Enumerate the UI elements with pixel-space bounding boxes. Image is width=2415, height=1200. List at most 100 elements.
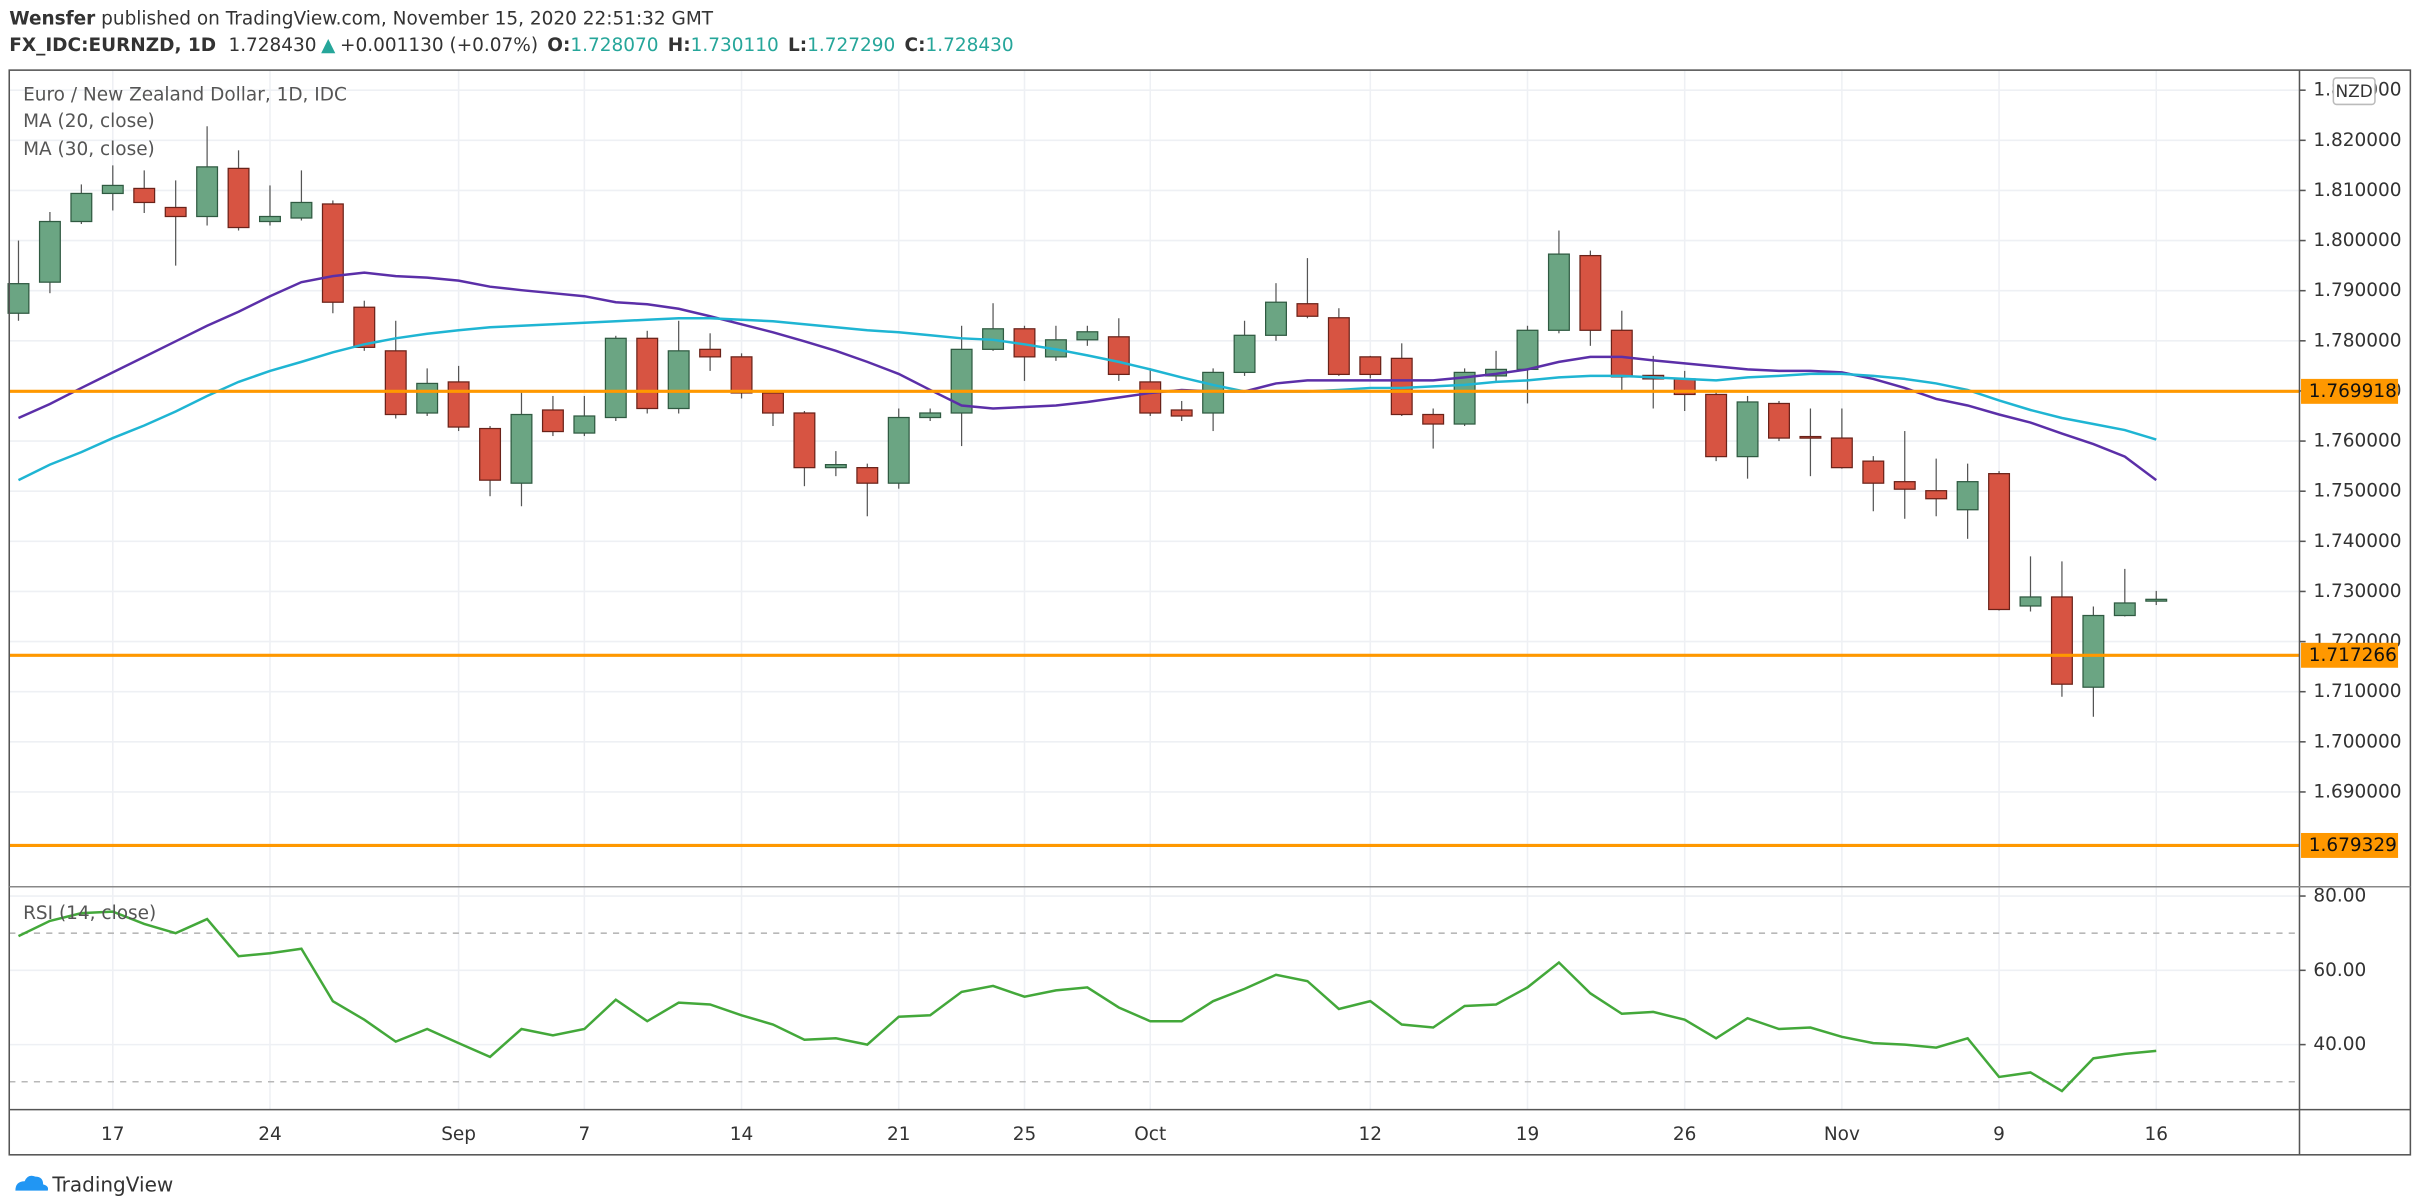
currency: NZD bbox=[2336, 82, 2373, 102]
plot: 1.6900001.7000001.7100001.7200001.730000… bbox=[7, 70, 2401, 1110]
candle-body bbox=[510, 413, 533, 484]
change: +0.001130 (+0.07%) bbox=[340, 35, 538, 56]
candle-body bbox=[2145, 598, 2168, 602]
level-tag bbox=[2301, 378, 2399, 404]
candle-body bbox=[1170, 409, 1193, 417]
candle-body bbox=[1516, 329, 1539, 371]
candle-body bbox=[1862, 460, 1885, 484]
x-tick-label: 7 bbox=[578, 1124, 590, 1145]
legend-entry: RSI (14, close) bbox=[23, 903, 156, 924]
candle-body bbox=[1107, 336, 1130, 376]
moving-average-line bbox=[17, 317, 2157, 482]
ohlc-key: O: bbox=[547, 35, 570, 56]
candle-body bbox=[541, 409, 564, 433]
candle-body bbox=[730, 356, 753, 394]
direction: ▲ bbox=[321, 35, 336, 56]
y-tick-label: 1.780000 bbox=[2313, 330, 2401, 351]
candle-body bbox=[1296, 303, 1319, 317]
candle-body bbox=[164, 206, 187, 218]
candle-body bbox=[1956, 481, 1979, 511]
level-label: 1.679329 bbox=[2309, 835, 2397, 856]
level-label: 1.769918 bbox=[2309, 381, 2397, 402]
candle-body bbox=[699, 348, 722, 358]
moving-average-line bbox=[17, 271, 2157, 482]
candle-body bbox=[1610, 329, 1633, 378]
rsi-tick-label: 40.00 bbox=[2313, 1034, 2366, 1055]
legend-entry: MA (30, close) bbox=[23, 139, 155, 160]
currency-tag bbox=[2332, 77, 2376, 106]
ohlc-key: C: bbox=[905, 35, 926, 56]
candle-body bbox=[416, 382, 439, 414]
x-tick-label: 26 bbox=[1673, 1124, 1697, 1145]
y-tick-label: 1.810000 bbox=[2313, 180, 2401, 201]
symbol: FX_IDC:EURNZD, 1D bbox=[9, 35, 216, 56]
y-tick-label: 1.800000 bbox=[2313, 230, 2401, 251]
y-tick-label: 1.740000 bbox=[2313, 531, 2401, 552]
candle-body bbox=[447, 381, 470, 428]
candle-body bbox=[604, 337, 627, 419]
y-tick-label: 1.750000 bbox=[2313, 481, 2401, 502]
candle-body bbox=[2050, 596, 2073, 685]
x-tick-label: Oct bbox=[1134, 1124, 1166, 1145]
ohlc-value: 1.730110 bbox=[691, 35, 779, 56]
x-tick-label: 12 bbox=[1359, 1124, 1383, 1145]
level-tag bbox=[2301, 832, 2399, 858]
candle-body bbox=[1076, 331, 1099, 341]
x-tick-label: Sep bbox=[441, 1124, 476, 1145]
symbol-legend: Euro / New Zealand Dollar, 1D, IDC bbox=[23, 85, 347, 106]
symbol-line: FX_IDC:EURNZD, 1D 1.728430 ▲ +0.001130 (+0.… bbox=[9, 35, 1013, 56]
x-tick-label: 24 bbox=[258, 1124, 282, 1145]
x-tick-label: 9 bbox=[1993, 1124, 2005, 1145]
legend-entry: MA (20, close) bbox=[23, 111, 155, 132]
candle-body bbox=[101, 184, 124, 195]
brand: TradingView bbox=[51, 1172, 173, 1196]
candle-body bbox=[950, 348, 973, 414]
candle-body bbox=[1579, 254, 1602, 331]
x-tick-label: 19 bbox=[1516, 1124, 1540, 1145]
candle-body bbox=[1359, 356, 1382, 376]
published: published on TradingView.com, November 1… bbox=[95, 8, 713, 29]
candle-body bbox=[573, 415, 596, 434]
x-tick-label: Nov bbox=[1824, 1124, 1860, 1145]
candle-body bbox=[1988, 473, 2011, 611]
candle-body bbox=[353, 306, 376, 348]
x-tick-label: 21 bbox=[887, 1124, 911, 1145]
level-label: 1.717266 bbox=[2309, 645, 2397, 666]
frame bbox=[8, 69, 2412, 1156]
candle-body bbox=[761, 392, 784, 414]
candle-body bbox=[919, 412, 942, 419]
candle-body bbox=[1830, 437, 1853, 469]
ohlc-key: H: bbox=[668, 35, 691, 56]
candle-body bbox=[2082, 614, 2105, 688]
y-tick-label: 1.730000 bbox=[2313, 581, 2401, 602]
candle-body bbox=[479, 427, 502, 481]
y-tick-label: 1.760000 bbox=[2313, 431, 2401, 452]
level-tag bbox=[2301, 642, 2399, 668]
logo bbox=[15, 1175, 49, 1191]
candle-body bbox=[227, 167, 250, 229]
candle-body bbox=[384, 350, 407, 416]
x-tick-label: 14 bbox=[730, 1124, 754, 1145]
rsi-line bbox=[17, 910, 2157, 1093]
candle-body bbox=[1705, 393, 1728, 458]
x-tick-label: 25 bbox=[1013, 1124, 1037, 1145]
candle-body bbox=[636, 337, 659, 410]
overlay: Euro / New Zealand Dollar, 1D, IDC MA (2… bbox=[8, 69, 2412, 1197]
publish-line: Wensfer published on TradingView.com, No… bbox=[9, 8, 713, 29]
y-tick-label: 1.790000 bbox=[2313, 280, 2401, 301]
candle-body bbox=[667, 350, 690, 410]
y-tick-label: 1.710000 bbox=[2313, 681, 2401, 702]
ohlc-value: 1.727290 bbox=[807, 35, 895, 56]
candle-body bbox=[321, 203, 344, 303]
candle-body bbox=[1736, 401, 1759, 458]
candle-body bbox=[70, 192, 93, 223]
x-tick-label: 17 bbox=[101, 1124, 125, 1145]
candle-body bbox=[1139, 381, 1162, 414]
ohlc-value: 1.728070 bbox=[570, 35, 658, 56]
y-tick-label: 1.690000 bbox=[2313, 781, 2401, 802]
candle-body bbox=[1768, 402, 1790, 439]
candle-body bbox=[1893, 481, 1916, 490]
